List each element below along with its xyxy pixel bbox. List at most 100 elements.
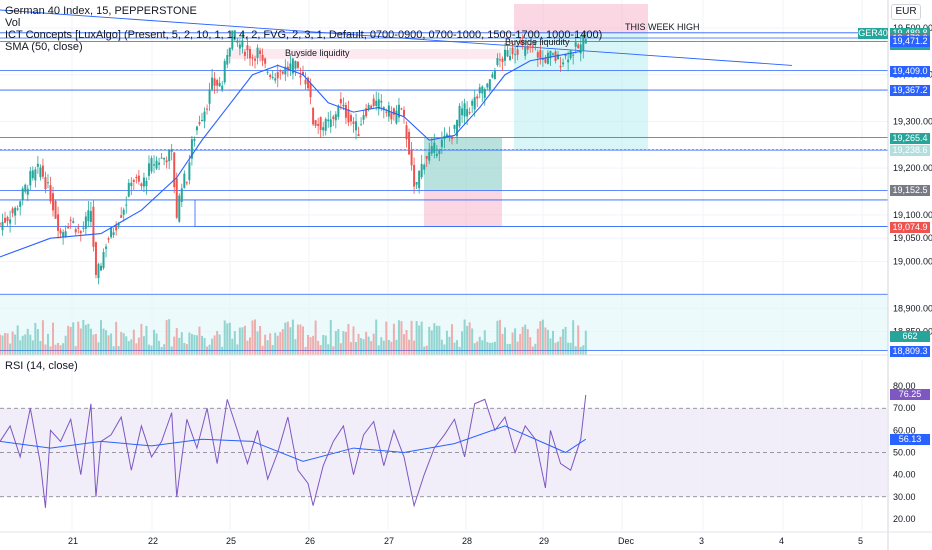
candle-body — [142, 177, 145, 187]
volume-bar — [476, 341, 479, 355]
candle-body — [52, 193, 55, 211]
candle-body — [400, 108, 403, 110]
candle-body — [289, 63, 292, 70]
volume-bar — [450, 324, 453, 355]
volume-bar — [471, 328, 474, 355]
candle-body — [163, 157, 166, 160]
price-badge: 18,809.3 — [890, 345, 930, 357]
price-badge: 19,238.6 — [890, 145, 930, 157]
volume-bar — [511, 332, 514, 355]
candle-body — [39, 167, 42, 178]
volume-bar — [142, 336, 145, 355]
volume-bar — [496, 320, 499, 355]
candle-body — [266, 71, 269, 73]
candle-body — [420, 163, 423, 178]
this-week-high-label: THIS WEEK HIGH — [625, 22, 700, 32]
volume-bar — [6, 333, 9, 355]
volume-bar — [337, 329, 340, 355]
volume-bar — [367, 336, 370, 355]
candle-body — [107, 238, 110, 240]
candle-body — [44, 177, 47, 190]
candle-body — [534, 42, 537, 45]
volume-bar — [195, 335, 198, 355]
time-tick-label: 4 — [779, 536, 784, 546]
currency-button[interactable]: EUR — [891, 4, 921, 20]
candle-body — [549, 50, 552, 59]
volume-bar — [312, 335, 315, 355]
volume-bar — [319, 345, 322, 355]
candle-body — [62, 232, 65, 238]
candle-body — [509, 55, 512, 60]
candle-body — [115, 225, 118, 231]
volume-bar — [514, 328, 517, 355]
candle-body — [357, 134, 360, 137]
volume-bar — [392, 323, 395, 355]
candle-body — [14, 207, 17, 216]
candle-body — [112, 232, 115, 235]
candle-body — [203, 111, 206, 122]
candle-body — [87, 210, 90, 222]
candle-body — [536, 52, 539, 58]
candle-body — [377, 99, 380, 110]
candle-body — [332, 116, 335, 119]
volume-bar — [314, 320, 317, 355]
volume-bar — [173, 336, 176, 355]
legend-ict: ICT Concepts [LuxAlgo] (Present, 5, 2, 1… — [5, 29, 603, 41]
candle-body — [317, 123, 320, 126]
volume-bar — [299, 324, 302, 355]
candle-body — [342, 104, 345, 107]
volume-bar — [456, 340, 459, 355]
candle-body — [105, 246, 108, 249]
candle-body — [84, 216, 87, 229]
volume-bar — [188, 332, 191, 355]
candle-body — [367, 104, 370, 110]
rsi-tick-label: 40.00 — [893, 470, 916, 480]
candle-body — [410, 149, 413, 166]
candle-body — [208, 89, 211, 104]
candle-body — [299, 75, 302, 78]
candle-body — [1, 221, 4, 231]
volume-bar — [481, 340, 484, 355]
volume-bar — [233, 331, 236, 355]
volume-bar — [14, 334, 17, 355]
volume-bar — [531, 346, 534, 355]
volume-bar — [4, 333, 7, 355]
candle-body — [380, 100, 383, 103]
candle-body — [430, 146, 433, 154]
volume-bar — [59, 345, 62, 355]
candle-body — [498, 59, 501, 61]
candle-body — [67, 226, 70, 229]
candle-body — [49, 185, 52, 202]
volume-bar — [241, 327, 244, 355]
candle-body — [41, 165, 44, 177]
volume-bar — [9, 343, 12, 355]
candle-body — [329, 119, 332, 127]
candle-body — [433, 142, 436, 153]
candle-body — [211, 77, 214, 90]
volume-bar — [420, 321, 423, 355]
candle-body — [286, 66, 289, 70]
candle-body — [291, 58, 294, 74]
volume-bar — [165, 320, 168, 355]
candle-body — [450, 136, 453, 139]
rsi-tick-label: 30.00 — [893, 492, 916, 502]
volume-bar — [410, 320, 413, 355]
candle-body — [355, 121, 358, 131]
candle-body — [36, 163, 39, 167]
volume-bar — [228, 322, 231, 355]
candle-body — [584, 39, 587, 44]
time-tick-label: 28 — [462, 536, 472, 546]
candle-body — [198, 122, 201, 125]
volume-bar — [89, 328, 92, 355]
time-tick-label: 27 — [384, 536, 394, 546]
candle-body — [382, 107, 385, 111]
candle-body — [428, 151, 431, 161]
volume-bar — [355, 342, 358, 355]
volume-bar — [274, 332, 277, 355]
volume-bar — [84, 324, 87, 355]
volume-bar — [526, 329, 529, 355]
volume-bar — [130, 339, 133, 355]
volume-bar — [453, 342, 456, 355]
volume-bar — [534, 343, 537, 355]
